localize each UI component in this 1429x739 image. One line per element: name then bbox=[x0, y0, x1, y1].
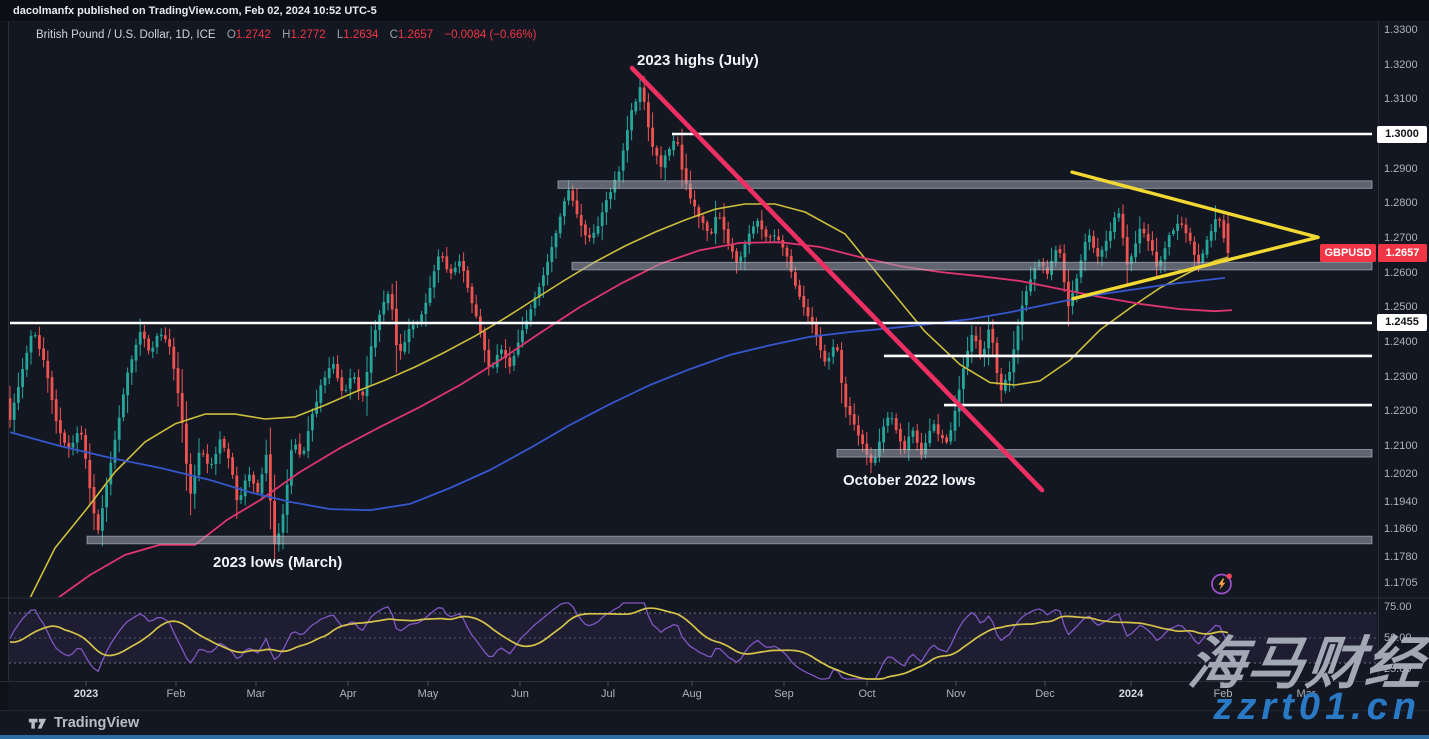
watermark-url: zzrt01.cn bbox=[1213, 686, 1421, 728]
low-value: 1.2634 bbox=[343, 29, 379, 41]
flash-publish-icon[interactable] bbox=[1208, 569, 1236, 597]
tradingview-brand-text[interactable]: TradingView bbox=[54, 715, 140, 731]
close-value: 1.2657 bbox=[397, 29, 434, 41]
tradingview-logo-icon[interactable] bbox=[28, 715, 47, 732]
high-label: H bbox=[282, 29, 291, 41]
publish-bar-text: dacolmanfx published on TradingView.com,… bbox=[13, 5, 377, 17]
open-value: 1.2742 bbox=[235, 29, 271, 41]
lightning-bolt-icon bbox=[1218, 578, 1226, 590]
open-label: O bbox=[226, 29, 236, 41]
high-value: 1.2772 bbox=[290, 29, 326, 41]
notification-dot bbox=[1226, 573, 1232, 579]
symbol-title: British Pound / U.S. Dollar, 1D, ICE bbox=[36, 29, 216, 41]
symbol-info-row[interactable]: British Pound / U.S. Dollar, 1D, ICE O1.… bbox=[36, 29, 536, 41]
publish-bar: dacolmanfx published on TradingView.com,… bbox=[0, 0, 1429, 22]
low-label: L bbox=[336, 29, 344, 41]
bottom-accent-bar bbox=[0, 735, 1429, 739]
footer: TradingView bbox=[0, 710, 1429, 735]
close-label: C bbox=[389, 29, 398, 41]
flash-circle bbox=[1211, 573, 1232, 595]
change-value: −0.0084 (−0.66%) bbox=[444, 29, 537, 41]
